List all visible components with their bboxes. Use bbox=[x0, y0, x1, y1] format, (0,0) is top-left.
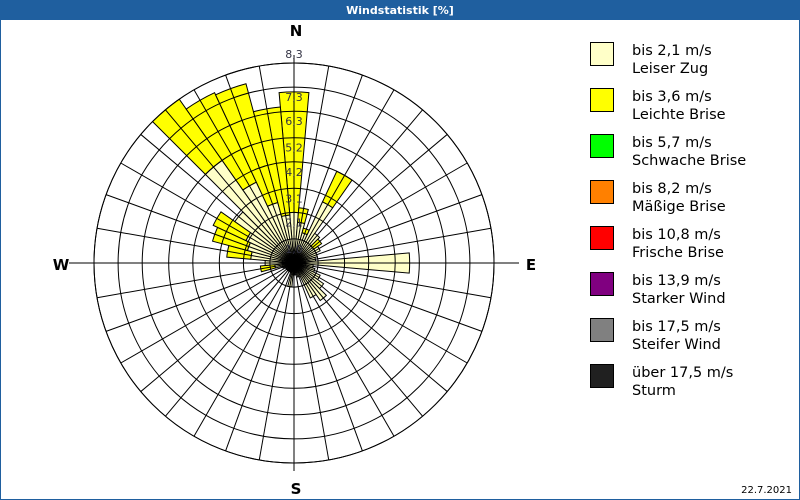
grid-spoke bbox=[293, 262, 423, 417]
legend-range: bis 17,5 m/s bbox=[632, 319, 721, 335]
grid-spoke bbox=[293, 194, 483, 264]
grid-spoke bbox=[293, 89, 395, 264]
legend-range: bis 5,7 m/s bbox=[632, 135, 712, 151]
grid-spoke bbox=[105, 262, 295, 332]
compass-e: E bbox=[526, 256, 536, 274]
grid-spoke bbox=[293, 109, 423, 264]
legend-range: bis 8,2 m/s bbox=[632, 181, 712, 197]
ring-label: 3,1 bbox=[285, 192, 303, 205]
title-bar: Windstatistik [%] bbox=[1, 1, 799, 20]
rose-sector-300-series-1 bbox=[212, 211, 252, 242]
grid-spoke bbox=[96, 262, 295, 299]
legend-swatch bbox=[590, 42, 614, 66]
grid-spoke bbox=[225, 74, 295, 264]
grid-spoke bbox=[293, 134, 448, 264]
legend-label: Mäßige Brise bbox=[632, 199, 726, 215]
legend-item: über 17,5 m/s Sturm bbox=[590, 364, 795, 410]
legend-range: über 17,5 m/s bbox=[632, 365, 734, 381]
legend-range: bis 13,9 m/s bbox=[632, 273, 721, 289]
grid-spoke bbox=[193, 89, 295, 264]
legend-item: bis 3,6 m/s Leichte Brise bbox=[590, 88, 795, 134]
legend-swatch bbox=[590, 226, 614, 250]
legend-item: bis 2,1 m/s Leiser Zug bbox=[590, 42, 795, 88]
date-label: 22.7.2021 bbox=[741, 485, 792, 496]
compass-s: S bbox=[291, 480, 302, 498]
grid-spoke bbox=[258, 262, 295, 461]
grid-spoke bbox=[140, 262, 295, 392]
legend-label: Sturm bbox=[632, 383, 676, 399]
legend-swatch bbox=[590, 134, 614, 158]
rose-sector-10-series-1 bbox=[297, 207, 309, 225]
legend-range: bis 2,1 m/s bbox=[632, 43, 712, 59]
grid-spoke bbox=[96, 227, 295, 264]
legend-swatch bbox=[590, 272, 614, 296]
grid-spoke bbox=[258, 65, 295, 264]
grid-spoke bbox=[293, 262, 330, 461]
grid-spoke bbox=[293, 262, 448, 392]
legend-label: Starker Wind bbox=[632, 291, 726, 307]
rose-sector-330-series-1 bbox=[185, 91, 257, 191]
legend-label: Schwache Brise bbox=[632, 153, 747, 169]
grid-spoke bbox=[120, 162, 295, 264]
ring-label: 8,3 bbox=[285, 48, 303, 61]
ring-label: 5,2 bbox=[285, 142, 303, 155]
grid-spoke bbox=[293, 262, 363, 452]
legend-item: bis 10,8 m/s Frische Brise bbox=[590, 226, 795, 272]
legend-item: bis 13,9 m/s Starker Wind bbox=[590, 272, 795, 318]
grid-spoke bbox=[293, 262, 395, 437]
grid-spoke bbox=[293, 262, 468, 364]
grid-spoke bbox=[165, 262, 295, 417]
grid-spoke bbox=[293, 74, 363, 264]
grid-spoke bbox=[105, 194, 295, 264]
legend-range: bis 10,8 m/s bbox=[632, 227, 721, 243]
legend-range: bis 3,6 m/s bbox=[632, 89, 712, 105]
grid-spoke bbox=[293, 262, 483, 332]
legend-swatch bbox=[590, 180, 614, 204]
ring-label: 7,3 bbox=[285, 91, 303, 104]
grid-spoke bbox=[293, 65, 330, 264]
compass-n: N bbox=[290, 22, 303, 40]
legend-label: Frische Brise bbox=[632, 245, 724, 261]
grid-spoke bbox=[193, 262, 295, 437]
grid-spoke bbox=[293, 262, 492, 299]
legend-item: bis 17,5 m/s Steifer Wind bbox=[590, 318, 795, 364]
ring-label: 4,2 bbox=[285, 166, 303, 179]
grid-spoke bbox=[293, 162, 468, 264]
legend: bis 2,1 m/s Leiser Zug bis 3,6 m/s Leichte… bbox=[590, 42, 795, 410]
grid-spoke bbox=[293, 227, 492, 264]
ring-label: 2,1 bbox=[285, 216, 303, 229]
legend-item: bis 8,2 m/s Mäßige Brise bbox=[590, 180, 795, 226]
legend-swatch bbox=[590, 88, 614, 112]
grid-spoke bbox=[120, 262, 295, 364]
grid-spoke bbox=[140, 134, 295, 264]
ring-label: 6,3 bbox=[285, 115, 303, 128]
legend-item: bis 5,7 m/s Schwache Brise bbox=[590, 134, 795, 180]
compass-w: W bbox=[53, 256, 70, 274]
center-dot bbox=[289, 258, 299, 268]
legend-label: Leichte Brise bbox=[632, 107, 726, 123]
legend-swatch bbox=[590, 364, 614, 388]
grid-spoke bbox=[165, 109, 295, 264]
legend-label: Leiser Zug bbox=[632, 61, 709, 77]
legend-swatch bbox=[590, 318, 614, 342]
legend-label: Steifer Wind bbox=[632, 337, 721, 353]
grid-spoke bbox=[225, 262, 295, 452]
ring-label: 1,0 bbox=[285, 243, 303, 256]
